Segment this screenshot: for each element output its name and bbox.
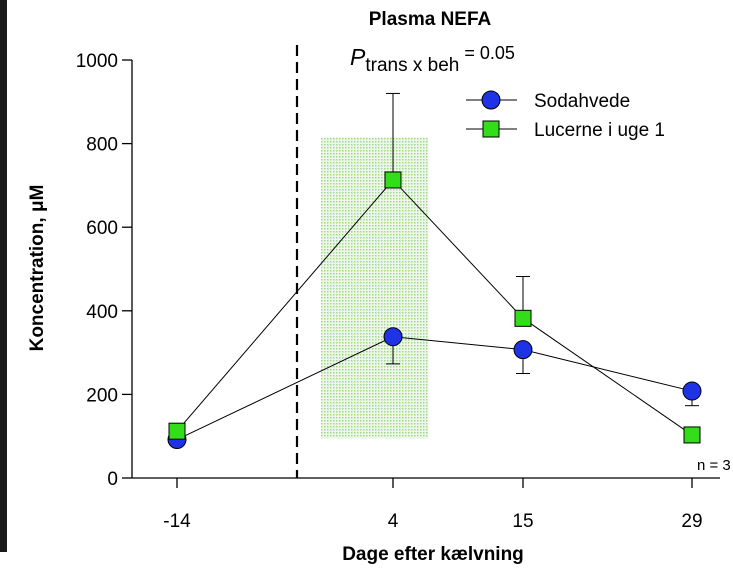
p-value: = 0.05 (459, 43, 515, 63)
y-tick-label: 200 (86, 385, 118, 406)
y-ticks: 0 200 400 600 800 1000 (76, 51, 132, 490)
data-point-lucerne (683, 426, 701, 444)
y-tick-label: 800 (86, 135, 118, 156)
chart-title: Plasma NEFA (369, 9, 492, 30)
legend-label-lucerne: Lucerne i uge 1 (534, 120, 665, 141)
x-tick-label: 15 (512, 511, 533, 532)
n-label: n = 3 (697, 457, 731, 474)
x-tick-label: 4 (388, 511, 399, 532)
data-point-lucerne (384, 171, 402, 189)
legend-marker-sodahvede (481, 90, 501, 110)
data-point-sodahvede (513, 340, 533, 360)
x-tick-label: 29 (681, 511, 702, 532)
y-tick-label: 0 (107, 469, 118, 490)
legend-marker-lucerne (482, 120, 500, 138)
x-axis-label: Dage efter kælvning (342, 544, 524, 565)
series-line-sodahvede (176, 336, 693, 440)
legend-label-sodahvede: Sodahvede (534, 91, 630, 112)
x-ticks: -14 4 15 29 (163, 478, 703, 532)
y-tick-label: 1000 (76, 51, 118, 72)
legend: Sodahvede Lucerne i uge 1 (466, 90, 665, 141)
p-symbol: P (350, 44, 366, 70)
series-line-lucerne (176, 179, 693, 436)
data-point-lucerne (168, 422, 186, 440)
panel-border (0, 0, 7, 552)
x-tick-label: -14 (163, 511, 191, 532)
highlight-region (321, 137, 429, 439)
y-tick-label: 600 (86, 218, 118, 239)
data-point-sodahvede (383, 327, 403, 347)
y-tick-label: 400 (86, 302, 118, 323)
y-axis-label: Koncentration, μM (27, 185, 48, 352)
data-point-lucerne (514, 309, 532, 327)
data-point-sodahvede (682, 381, 702, 401)
p-subscript: trans x beh (365, 55, 459, 76)
p-value-annotation: Ptrans x beh = 0.05 (350, 43, 515, 76)
series-layer (167, 92, 702, 450)
